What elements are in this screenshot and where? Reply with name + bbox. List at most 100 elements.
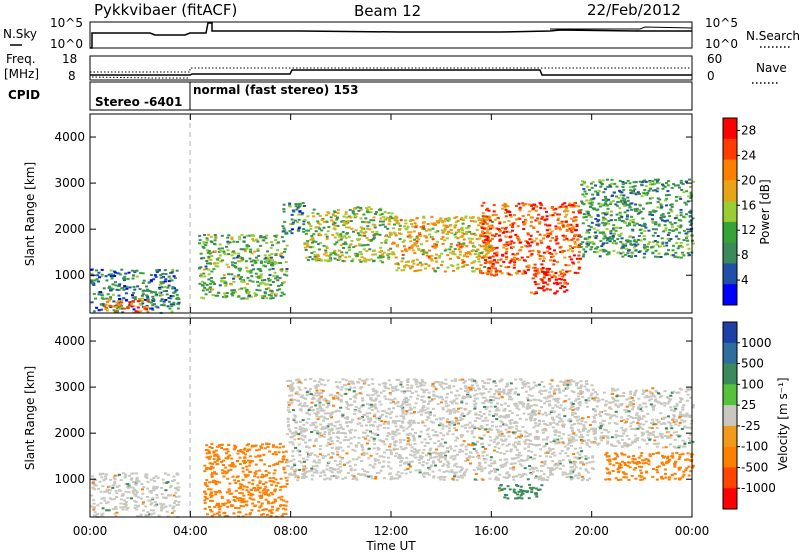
- heatmap-cell: [678, 187, 681, 189]
- heatmap-cell: [142, 282, 145, 284]
- heatmap-cell: [527, 265, 530, 267]
- colorbar-swatch: [723, 160, 737, 181]
- heatmap-cell: [543, 473, 546, 475]
- heatmap-cell: [551, 207, 554, 209]
- heatmap-cell: [288, 428, 291, 430]
- heatmap-cell: [141, 300, 144, 302]
- heatmap-cell: [505, 251, 508, 253]
- heatmap-cell: [547, 235, 550, 237]
- heatmap-cell: [619, 212, 622, 214]
- heatmap-cell: [485, 246, 488, 248]
- heatmap-cell: [607, 238, 610, 240]
- heatmap-cell: [285, 270, 288, 272]
- heatmap-cell: [487, 267, 490, 269]
- heatmap-cell: [526, 397, 529, 399]
- heatmap-cell: [361, 228, 364, 230]
- heatmap-cell: [637, 239, 640, 241]
- heatmap-cell: [217, 292, 220, 294]
- heatmap-cell: [136, 506, 139, 508]
- heatmap-cell: [587, 245, 590, 247]
- heatmap-cell: [286, 380, 289, 382]
- heatmap-cell: [680, 209, 683, 211]
- heatmap-cell: [206, 289, 209, 291]
- heatmap-feature: [203, 443, 289, 518]
- heatmap-cell: [644, 227, 647, 229]
- heatmap-cell: [661, 184, 664, 186]
- heatmap-cell: [512, 466, 515, 468]
- heatmap-cell: [556, 406, 559, 408]
- heatmap-cell: [424, 445, 427, 447]
- heatmap-cell: [591, 187, 594, 189]
- heatmap-cell: [675, 235, 678, 237]
- heatmap-cell: [630, 256, 633, 258]
- heatmap-cell: [604, 250, 607, 252]
- heatmap-cell: [249, 258, 252, 260]
- heatmap-cell: [199, 239, 202, 241]
- heatmap-cell: [456, 256, 459, 258]
- heatmap-cell: [484, 428, 487, 430]
- heatmap-cell: [658, 182, 661, 184]
- cpid-mode-normal: normal (fast stereo) 153: [193, 83, 359, 97]
- heatmap-cell: [489, 388, 492, 390]
- heatmap-cell: [553, 455, 556, 457]
- heatmap-cell: [607, 208, 610, 210]
- heatmap-cell: [518, 408, 521, 410]
- heatmap-cell: [404, 220, 407, 222]
- heatmap-cell: [240, 276, 243, 278]
- heatmap-cell: [276, 249, 279, 251]
- heatmap-cell: [102, 507, 105, 509]
- heatmap-cell: [468, 379, 471, 381]
- heatmap-cell: [616, 186, 619, 188]
- heatmap-cell: [577, 416, 580, 418]
- heatmap-cell: [232, 476, 235, 478]
- heatmap-cell: [456, 268, 459, 270]
- heatmap-cell: [173, 275, 176, 277]
- heatmap-cell: [452, 253, 455, 255]
- heatmap-cell: [590, 204, 593, 206]
- heatmap-cell: [282, 227, 285, 229]
- heatmap-cell: [453, 465, 456, 467]
- heatmap-cell: [421, 420, 424, 422]
- heatmap-cell: [168, 285, 171, 287]
- heatmap-cell: [164, 473, 167, 475]
- heatmap-cell: [665, 194, 668, 196]
- heatmap-cell: [423, 228, 426, 230]
- heatmap-cell: [593, 228, 596, 230]
- heatmap-cell: [115, 306, 118, 308]
- heatmap-cell: [501, 208, 504, 210]
- heatmap-cell: [269, 510, 272, 512]
- heatmap-cell: [270, 241, 273, 243]
- heatmap-cell: [663, 245, 666, 247]
- heatmap-cell: [524, 203, 527, 205]
- heatmap-cell: [508, 211, 511, 213]
- heatmap-cell: [279, 489, 282, 491]
- heatmap-cell: [387, 256, 390, 258]
- heatmap-cell: [616, 214, 619, 216]
- heatmap-cell: [454, 248, 457, 250]
- heatmap-cell: [205, 467, 208, 469]
- heatmap-cell: [559, 247, 562, 249]
- heatmap-cell: [127, 278, 130, 280]
- heatmap-cell: [100, 309, 103, 311]
- heatmap-cell: [685, 204, 688, 206]
- heatmap-cell: [430, 255, 433, 257]
- heatmap-cell: [527, 386, 530, 388]
- heatmap-cell: [541, 271, 544, 273]
- heatmap-cell: [513, 222, 516, 224]
- heatmap-cell: [425, 252, 428, 254]
- heatmap-cell: [474, 221, 477, 223]
- heatmap-cell: [219, 250, 222, 252]
- heatmap-feature: [303, 206, 393, 263]
- heatmap-cell: [202, 246, 205, 248]
- heatmap-cell: [268, 465, 271, 467]
- heatmap-cell: [318, 462, 321, 464]
- heatmap-cell: [537, 283, 540, 285]
- heatmap-cell: [221, 444, 224, 446]
- heatmap-cell: [570, 218, 573, 220]
- heatmap-cell: [487, 431, 490, 433]
- heatmap-cell: [676, 215, 679, 217]
- heatmap-cell: [537, 214, 540, 216]
- heatmap-cell: [444, 458, 447, 460]
- heatmap-cell: [453, 475, 456, 477]
- heatmap-cell: [398, 433, 401, 435]
